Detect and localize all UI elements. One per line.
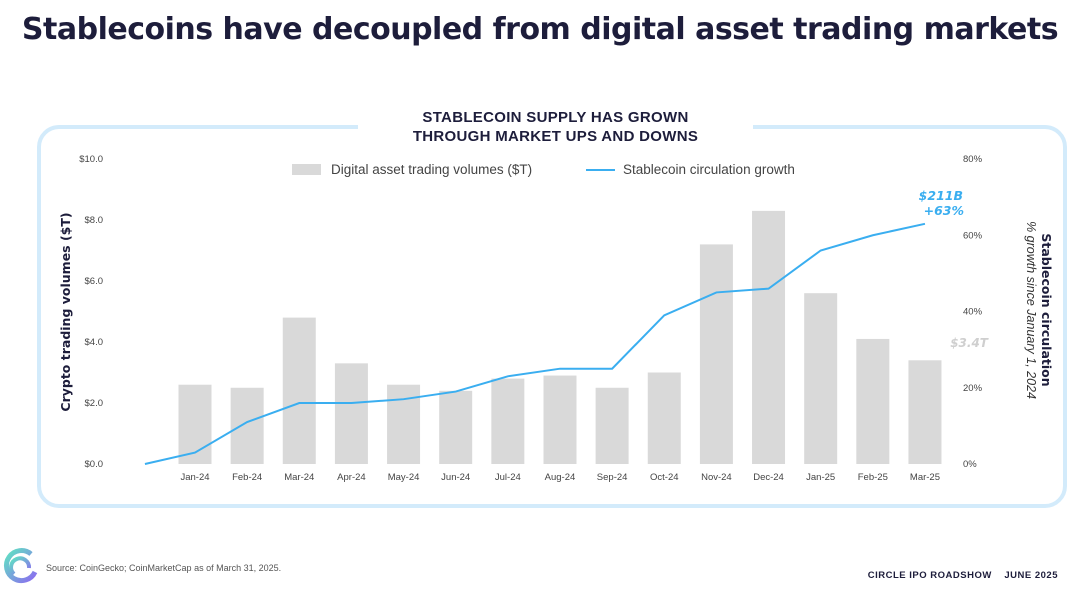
- bar-Mar-25: [908, 360, 942, 464]
- chart-title: STABLECOIN SUPPLY HAS GROWN THROUGH MARK…: [358, 108, 753, 146]
- bar-Dec-24: [752, 210, 786, 464]
- x-tick-label: Aug-24: [545, 472, 576, 483]
- legend-bar-swatch: [292, 164, 321, 175]
- bar-Jan-25: [804, 293, 838, 464]
- legend-line-label: Stablecoin circulation growth: [623, 162, 795, 177]
- page-title: Stablecoins have decoupled from digital …: [21, 12, 1059, 47]
- x-tick-label: Dec-24: [753, 472, 784, 483]
- footer: CIRCLE IPO ROADSHOW JUNE 2025: [868, 570, 1058, 581]
- y-axis-left-label: Crypto trading volumes ($T): [58, 212, 73, 411]
- x-tick-label: Jul-24: [495, 472, 521, 483]
- x-tick-label: May-24: [388, 472, 420, 483]
- bar-Aug-24: [543, 375, 577, 464]
- bar-Oct-24: [647, 372, 681, 464]
- circle-logo: [3, 548, 38, 583]
- y-right-tick-label: 60%: [963, 230, 983, 241]
- x-tick-label: Feb-25: [858, 472, 888, 483]
- y-right-tick-label: 0%: [963, 459, 977, 470]
- x-tick-label: Oct-24: [650, 472, 679, 483]
- x-tick-label: Jan-24: [180, 472, 209, 483]
- y-right-tick-label: 80%: [963, 154, 983, 165]
- y-left-tick-label: $8.0: [85, 215, 104, 226]
- bar-Feb-24: [230, 387, 264, 464]
- x-tick-label: Apr-24: [337, 472, 366, 483]
- y-right-tick-label: 20%: [963, 383, 983, 394]
- source-note: Source: CoinGecko; CoinMarketCap as of M…: [46, 563, 282, 573]
- x-tick-label: Jan-25: [806, 472, 835, 483]
- x-tick-label: Mar-25: [910, 472, 940, 483]
- stablecoin-growth-line: [144, 222, 926, 465]
- footer-date: JUNE 2025: [1004, 570, 1058, 581]
- y-axis-right-sublabel: % growth since January 1, 2024: [1024, 221, 1038, 399]
- x-tick-label: Mar-24: [284, 472, 314, 483]
- y-right-tick-label: 40%: [963, 307, 983, 318]
- bar-Jan-24: [178, 384, 212, 464]
- legend-bar-label: Digital asset trading volumes ($T): [331, 162, 532, 177]
- bar-Apr-24: [334, 363, 368, 464]
- bar-Mar-24: [282, 317, 316, 464]
- bar-end-label: $3.4T: [950, 336, 989, 350]
- bar-Nov-24: [699, 244, 733, 464]
- chart-title-line-1: STABLECOIN SUPPLY HAS GROWN: [422, 109, 689, 126]
- bar-Jun-24: [439, 390, 473, 464]
- y-left-tick-label: $6.0: [85, 276, 104, 287]
- x-tick-label: Sep-24: [597, 472, 628, 483]
- y-left-tick-label: $4.0: [85, 337, 104, 348]
- bar-Jul-24: [491, 378, 525, 464]
- x-tick-label: Jun-24: [441, 472, 470, 483]
- y-left-tick-label: $10.0: [79, 154, 103, 165]
- line-end-value-label: $211B: [919, 188, 963, 203]
- y-axis-right-label: Stablecoin circulation: [1039, 233, 1054, 386]
- line-end-pct-label: +63%: [924, 203, 964, 218]
- footer-left-text: CIRCLE IPO ROADSHOW: [867, 570, 992, 581]
- x-tick-label: Feb-24: [232, 472, 262, 483]
- y-left-tick-label: $2.0: [85, 398, 104, 409]
- y-left-tick-label: $0.0: [85, 459, 104, 470]
- chart-title-line-2: THROUGH MARKET UPS AND DOWNS: [412, 128, 699, 145]
- bar-Feb-25: [856, 338, 890, 464]
- x-tick-label: Nov-24: [701, 472, 732, 483]
- bar-Sep-24: [595, 387, 629, 464]
